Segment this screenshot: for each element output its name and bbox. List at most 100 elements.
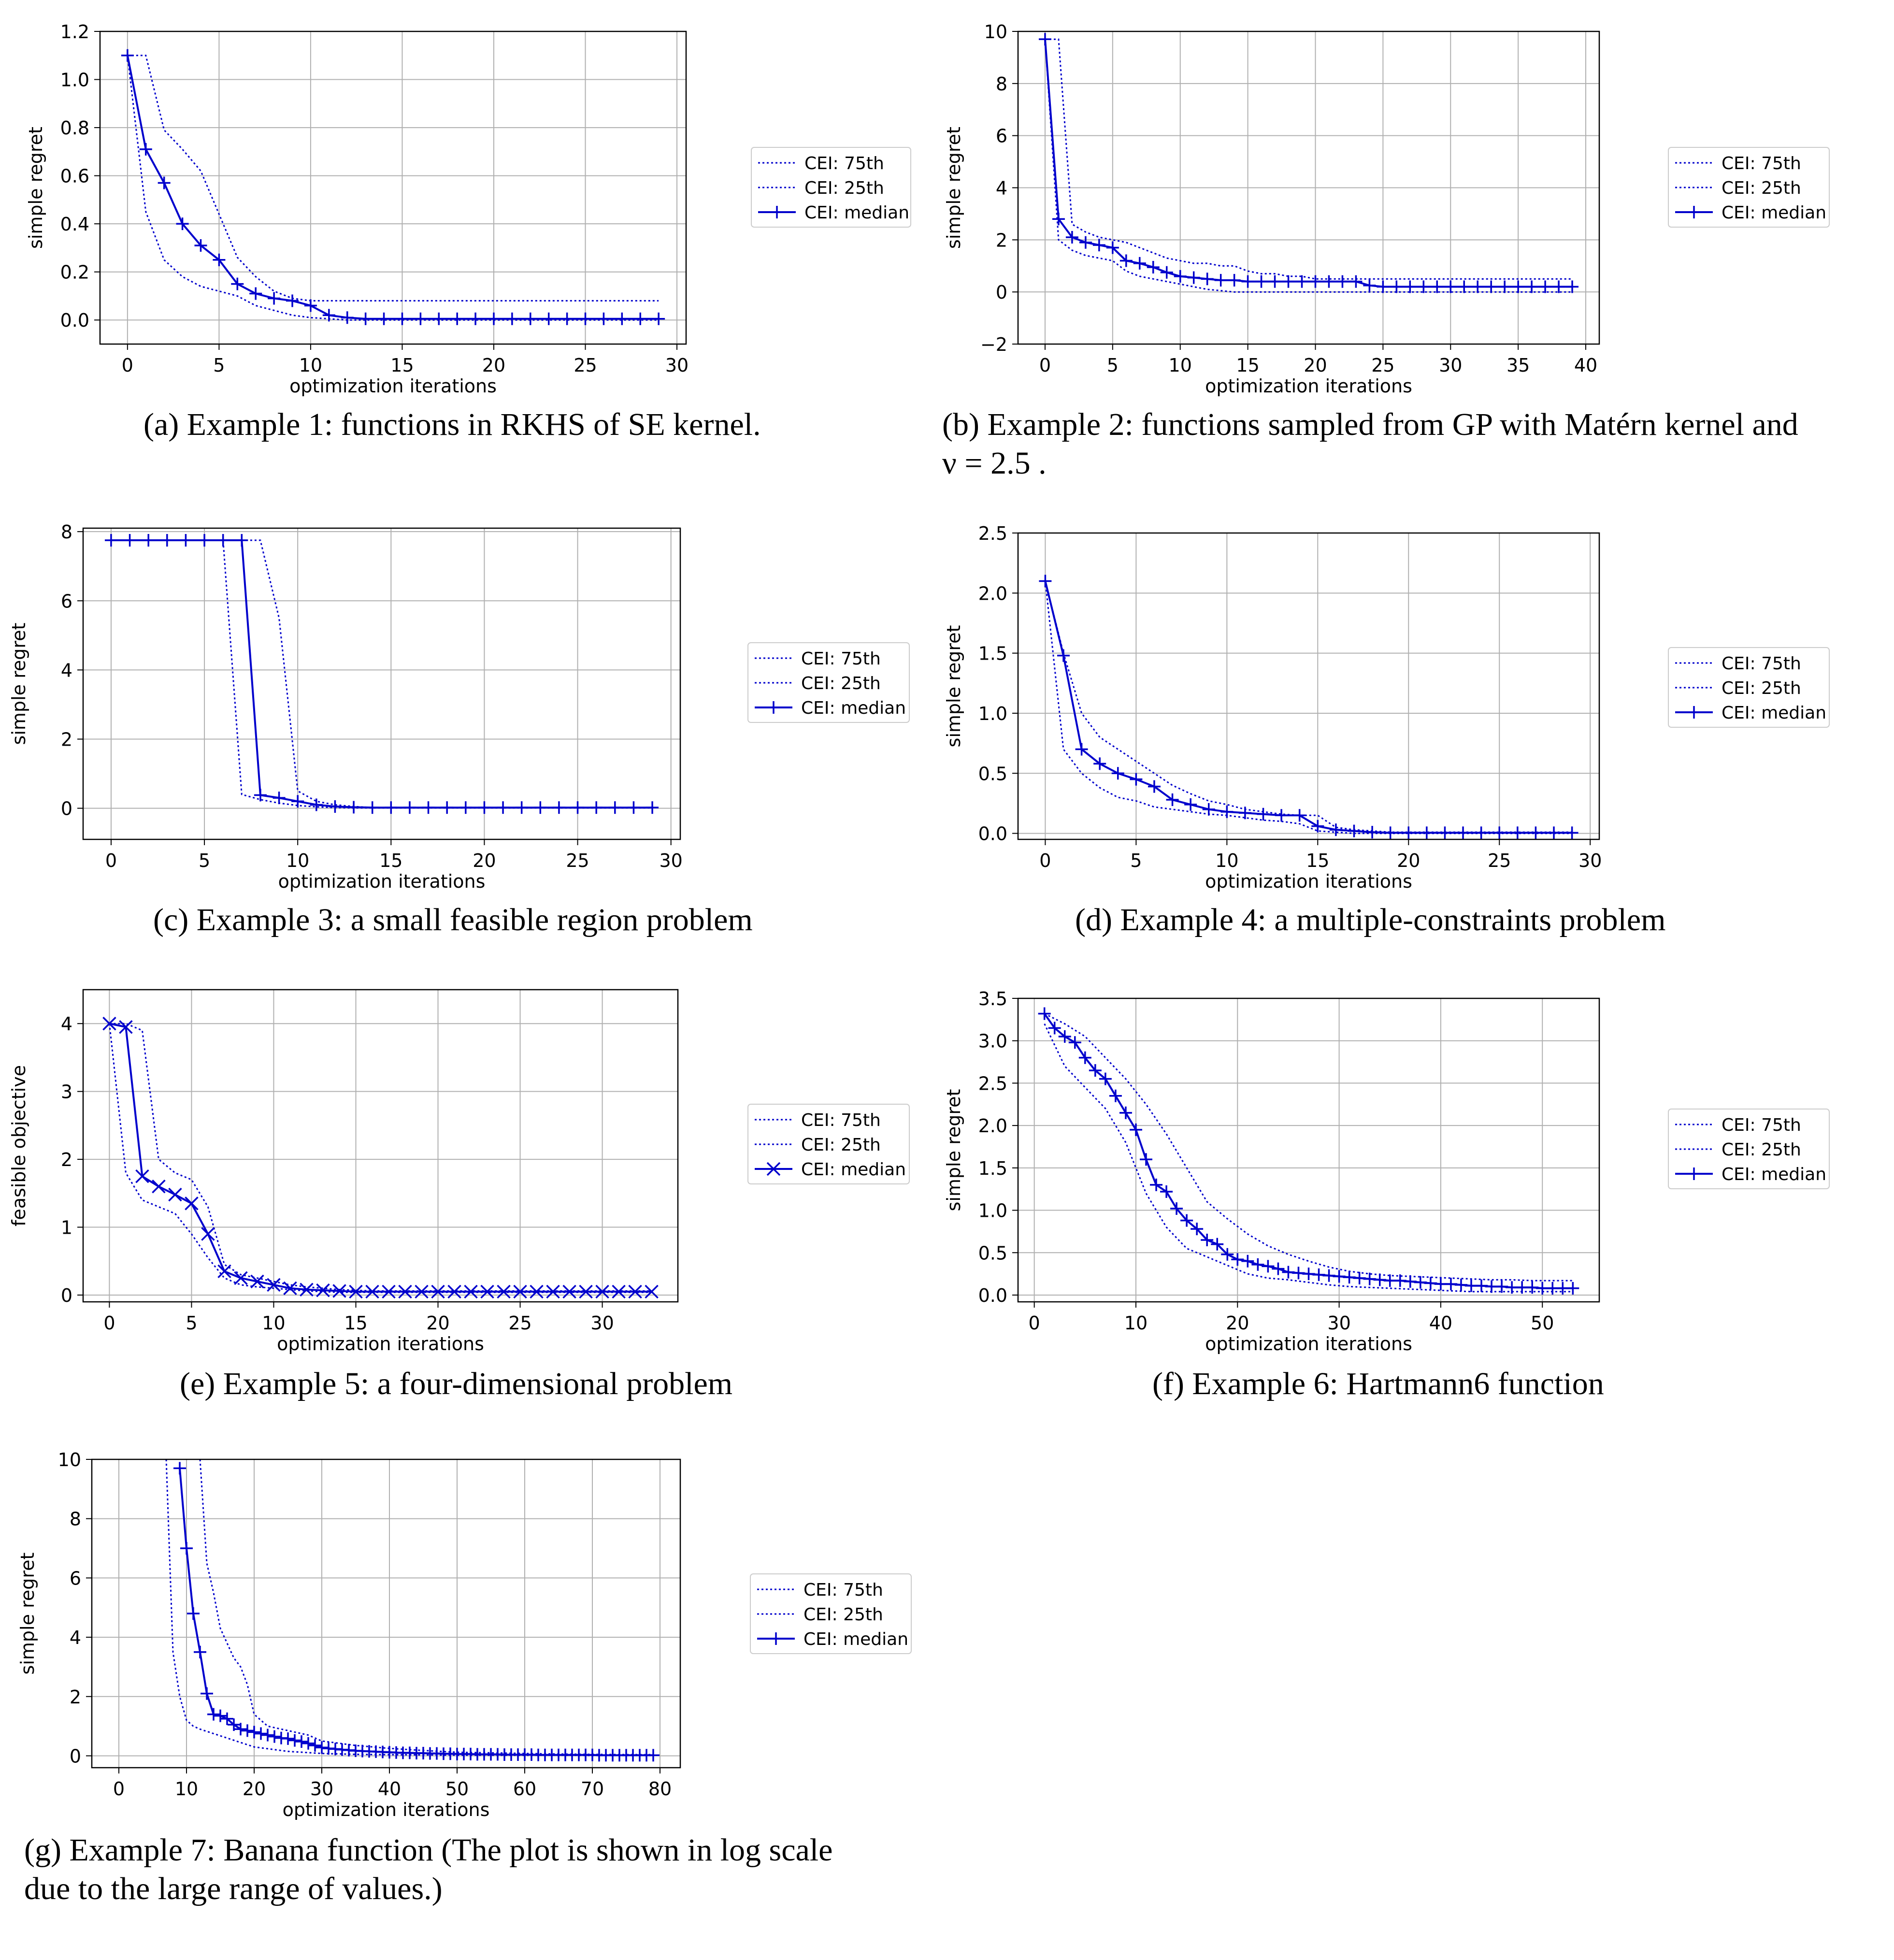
x-tick-label: 30 [310, 1778, 333, 1800]
legend-label: CEI: 25th [1722, 1140, 1801, 1160]
legend-label: CEI: median [1722, 703, 1826, 723]
y-tick-label: 0.8 [60, 117, 89, 139]
x-tick-label: 25 [566, 850, 589, 871]
median-marker-b [431, 1284, 445, 1299]
y-tick-label: 2 [70, 1686, 81, 1708]
x-tick-label: 10 [262, 1312, 285, 1334]
plot-frame [1017, 532, 1600, 840]
y-tick-label: 0.0 [60, 310, 89, 331]
x-tick-label: 40 [1429, 1312, 1452, 1334]
y-tick-label: 0 [61, 798, 72, 820]
y-tick-label: 0.4 [60, 214, 89, 235]
median-marker-b [316, 1283, 330, 1297]
legend-label: CEI: 75th [804, 1580, 883, 1600]
x-tick-label: 0 [105, 850, 117, 871]
y-axis-label: simple regret [943, 625, 964, 748]
x-tick-label: 20 [426, 1312, 449, 1334]
x-axis-label: optimization iterations [283, 1799, 490, 1820]
series-line-p75 [109, 1023, 652, 1292]
y-tick-label: 0 [70, 1745, 81, 1767]
series-group-b [1038, 33, 1579, 293]
y-tick-label: 0.0 [978, 823, 1007, 845]
x-tick-label: 30 [665, 355, 689, 376]
legend-label: CEI: 75th [801, 1110, 881, 1130]
legend-label: CEI: 25th [804, 178, 884, 198]
median-marker-b [283, 1281, 297, 1296]
x-tick-label: 15 [379, 850, 402, 871]
x-axis-label: optimization iterations [277, 1333, 484, 1355]
series-line-median [179, 1468, 653, 1757]
y-tick-label: 3.0 [978, 1031, 1007, 1052]
legend-box [1668, 147, 1830, 228]
x-tick-label: 25 [1488, 850, 1511, 871]
median-marker-b [579, 1284, 593, 1299]
median-marker-b [234, 1271, 248, 1285]
series-line-median [1044, 1013, 1573, 1289]
y-tick-label: 4 [70, 1627, 81, 1648]
median-marker-b [497, 1284, 511, 1299]
y-tick-label: 2 [61, 729, 72, 750]
series-line-p75 [127, 55, 659, 302]
median-marker-b [365, 1284, 379, 1299]
legend-label: CEI: 75th [1722, 1115, 1801, 1135]
series-group-e [102, 1016, 659, 1299]
y-tick-label: 0.5 [978, 763, 1007, 784]
legend-label: CEI: median [804, 203, 909, 223]
x-tick-label: 15 [1236, 355, 1259, 376]
series-line-p75 [1045, 38, 1572, 280]
chart-caption: (f) Example 6: Hartmann6 function [1152, 1366, 1604, 1401]
y-tick-label: 3 [61, 1081, 72, 1103]
x-tick-label: 20 [1397, 850, 1420, 871]
y-tick-label: 8 [996, 73, 1007, 95]
series-line-p25 [165, 1459, 653, 1757]
y-tick-label: 2.5 [978, 523, 1007, 544]
series-line-p75 [1044, 581, 1572, 833]
chart-f: 0 10 20 30 40 50 0.0 0.5 1.0 1.5 2.0 2.5 3.0 3.5 optim… [943, 988, 1830, 1401]
legend-label: CEI: 25th [1722, 178, 1801, 198]
x-tick-label: 50 [445, 1778, 469, 1800]
legend-box [747, 1104, 910, 1184]
y-tick-label: 0.2 [60, 262, 89, 283]
series-line-median [109, 1023, 652, 1293]
median-marker-b [415, 1284, 429, 1299]
chart-caption: ν = 2.5 . [942, 446, 1047, 481]
x-tick-label: 25 [508, 1312, 531, 1334]
x-axis-label: optimization iterations [278, 871, 486, 892]
legend-label: CEI: median [1722, 1165, 1826, 1184]
y-tick-label: 2.0 [978, 1115, 1007, 1137]
y-tick-label: −2 [980, 334, 1007, 355]
chart-caption: (g) Example 7: Banana function (The plot… [24, 1832, 832, 1868]
y-axis-label: feasible objective [8, 1065, 29, 1226]
legend-label: CEI: 25th [804, 1605, 883, 1625]
y-axis-label: simple regret [943, 127, 964, 249]
x-tick-label: 30 [1578, 850, 1602, 871]
y-axis-label: simple regret [943, 1089, 964, 1211]
y-tick-label: 4 [61, 1013, 72, 1035]
y-tick-label: 1.0 [978, 703, 1007, 724]
median-marker-b [612, 1284, 626, 1299]
x-axis-label: optimization iterations [1205, 871, 1412, 892]
median-marker-b [201, 1227, 215, 1241]
x-tick-label: 80 [648, 1778, 672, 1800]
median-marker-b [168, 1187, 182, 1202]
x-tick-label: 25 [574, 355, 597, 376]
x-tick-label: 10 [1169, 355, 1192, 376]
median-marker-b [332, 1284, 346, 1298]
plot-frame [1017, 997, 1600, 1303]
y-axis-label: simple regret [8, 623, 29, 745]
x-axis-label: optimization iterations [1205, 375, 1412, 397]
x-tick-label: 30 [590, 1312, 614, 1334]
legend-box [751, 147, 911, 228]
x-tick-label: 20 [482, 355, 505, 376]
y-tick-label: 0.6 [60, 166, 89, 187]
chart-g: 0 10 20 30 40 50 60 70 80 0 2 4 6 8 10 optimization ite… [17, 1449, 912, 1906]
y-tick-label: 1.2 [60, 21, 89, 43]
median-marker-b [546, 1284, 560, 1299]
series-line-p75 [111, 539, 653, 808]
y-tick-label: 1.0 [60, 70, 89, 91]
series-line-median [1044, 39, 1572, 288]
x-tick-label: 60 [513, 1778, 536, 1800]
chart-caption: (b) Example 2: functions sampled from GP… [942, 407, 1798, 442]
chart-caption: (a) Example 1: functions in RKHS of SE k… [143, 407, 761, 442]
series-line-p25 [1044, 581, 1572, 835]
